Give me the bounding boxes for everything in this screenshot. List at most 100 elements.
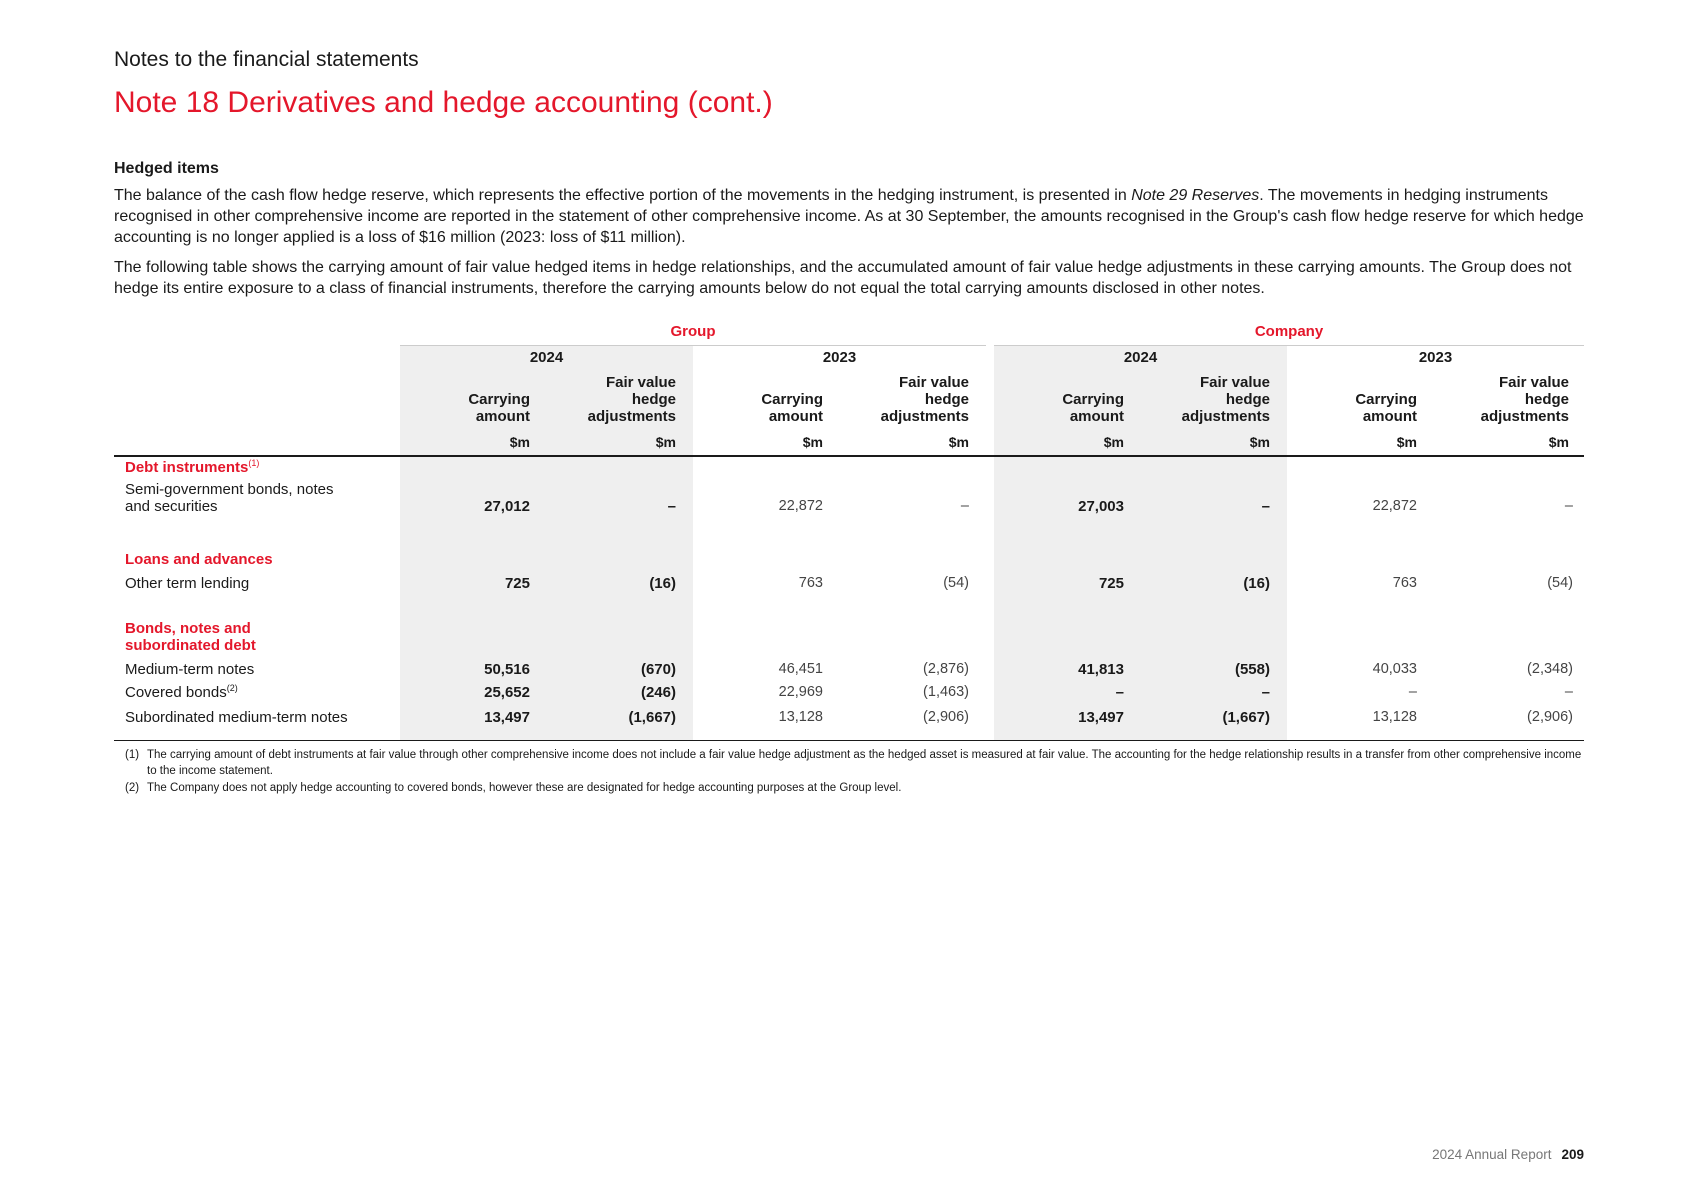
col-label: adjustments bbox=[880, 408, 969, 425]
footnote-marker: (2) bbox=[226, 683, 238, 693]
table-cell: 725 bbox=[1098, 575, 1124, 592]
table-cell: 40,033 bbox=[1372, 661, 1417, 677]
category-label: Debt instruments bbox=[125, 459, 249, 476]
category-loans-advances: Loans and advances bbox=[125, 551, 273, 568]
table-cell: (1,667) bbox=[1222, 709, 1270, 726]
col-label: hedge bbox=[631, 391, 676, 408]
table-cell: 763 bbox=[1392, 575, 1417, 591]
table-cell: (16) bbox=[1243, 575, 1270, 592]
page-number: 209 bbox=[1561, 1147, 1584, 1162]
table-cell: 41,813 bbox=[1078, 661, 1124, 678]
table-cell: (16) bbox=[649, 575, 676, 592]
table-cell: (1,463) bbox=[923, 684, 969, 700]
year-group-2024: 2024 bbox=[529, 349, 564, 366]
table-cell: (54) bbox=[1547, 575, 1573, 591]
unit-label: $m bbox=[802, 434, 823, 450]
unit-label: $m bbox=[1548, 434, 1569, 450]
col-label: adjustments bbox=[1181, 408, 1270, 425]
year-company-2023: 2023 bbox=[1418, 349, 1453, 366]
col-label: adjustments bbox=[587, 408, 676, 425]
footnote-number: (2) bbox=[125, 782, 140, 794]
col-fair-value-adj: Fair value hedge adjustments bbox=[554, 374, 676, 425]
table-cell: 27,003 bbox=[1078, 498, 1124, 515]
unit-label: $m bbox=[1103, 434, 1124, 450]
row-label-covered-bonds: Covered bonds(2) bbox=[125, 683, 238, 702]
paragraph-text: The balance of the cash flow hedge reser… bbox=[114, 187, 1132, 204]
row-label-medium-term-notes: Medium-term notes bbox=[125, 661, 255, 678]
col-label: Carrying bbox=[468, 391, 530, 408]
table-cell: – bbox=[1261, 684, 1270, 701]
table-cell: 46,451 bbox=[778, 661, 823, 677]
table-cell: (670) bbox=[640, 661, 676, 678]
table-cell: 50,516 bbox=[484, 661, 530, 678]
col-carrying-amount: Carrying amount bbox=[414, 391, 530, 425]
unit-label: $m bbox=[948, 434, 969, 450]
table-cell: 22,872 bbox=[1372, 498, 1417, 514]
table-cell: (2,906) bbox=[1527, 709, 1573, 725]
category-bonds-notes: Bonds, notes and subordinated debt bbox=[125, 620, 256, 654]
col-fair-value-adj: Fair value hedge adjustments bbox=[847, 374, 969, 425]
table-cell: 763 bbox=[798, 575, 823, 591]
row-label-semi-government: Semi-government bonds, notes and securiti… bbox=[125, 481, 333, 515]
col-label: amount bbox=[475, 408, 530, 425]
table-cell: – bbox=[667, 498, 676, 515]
row-label-subordinated-notes: Subordinated medium-term notes bbox=[125, 709, 348, 726]
col-carrying-amount: Carrying amount bbox=[707, 391, 823, 425]
category-label: Bonds, notes and bbox=[125, 620, 251, 637]
table-cell: 13,128 bbox=[1372, 709, 1417, 725]
table-cell: (1,667) bbox=[628, 709, 676, 726]
category-label: subordinated debt bbox=[125, 637, 256, 654]
header-rule bbox=[114, 455, 1584, 457]
col-label: hedge bbox=[1524, 391, 1569, 408]
col-label: Fair value bbox=[605, 374, 676, 391]
col-fair-value-adj: Fair value hedge adjustments bbox=[1148, 374, 1270, 425]
group-rule bbox=[400, 345, 986, 346]
col-label: Fair value bbox=[898, 374, 969, 391]
table-cell: (54) bbox=[943, 575, 969, 591]
table-bottom-rule bbox=[114, 740, 1584, 741]
col-label: Fair value bbox=[1199, 374, 1270, 391]
year-group-2023: 2023 bbox=[822, 349, 857, 366]
row-label-line: Covered bonds bbox=[125, 684, 227, 701]
paragraph-text: . The movements in hedging instruments r… bbox=[114, 187, 1584, 246]
footnote-text: The carrying amount of debt instruments … bbox=[147, 749, 1582, 777]
table-cell: 22,969 bbox=[778, 684, 823, 700]
table-cell: 22,872 bbox=[778, 498, 823, 514]
unit-label: $m bbox=[655, 434, 676, 450]
table-cell: (2,906) bbox=[923, 709, 969, 725]
company-rule bbox=[994, 345, 1584, 346]
col-label: Fair value bbox=[1498, 374, 1569, 391]
page-footer: 2024 Annual Report 209 bbox=[1432, 1147, 1584, 1162]
page-title: Note 18 Derivatives and hedge accounting… bbox=[114, 86, 773, 119]
table-cell: 27,012 bbox=[484, 498, 530, 515]
col-label: amount bbox=[1362, 408, 1417, 425]
col-fair-value-adj: Fair value hedge adjustments bbox=[1441, 374, 1569, 425]
footnote-marker: (1) bbox=[248, 458, 260, 468]
footnote-1: (1) The carrying amount of debt instrumen… bbox=[125, 747, 1585, 779]
col-label: hedge bbox=[1225, 391, 1270, 408]
col-label: Carrying bbox=[1062, 391, 1124, 408]
footnote-number: (1) bbox=[125, 749, 140, 761]
col-label: amount bbox=[768, 408, 823, 425]
table-cell: (558) bbox=[1234, 661, 1270, 678]
col-label: Carrying bbox=[1355, 391, 1417, 408]
footnote-text: The Company does not apply hedge account… bbox=[147, 782, 902, 794]
table-cell: – bbox=[960, 498, 969, 514]
row-label-line: Semi-government bonds, notes bbox=[125, 481, 334, 498]
col-carrying-amount: Carrying amount bbox=[1301, 391, 1417, 425]
report-name: 2024 Annual Report bbox=[1432, 1147, 1552, 1162]
year-company-2024: 2024 bbox=[1123, 349, 1158, 366]
unit-label: $m bbox=[1396, 434, 1417, 450]
table-cell: 13,497 bbox=[484, 709, 530, 726]
shade-group-2024 bbox=[400, 346, 693, 741]
col-label: Carrying bbox=[761, 391, 823, 408]
col-label: hedge bbox=[924, 391, 969, 408]
col-label: adjustments bbox=[1480, 408, 1569, 425]
table-cell: 13,497 bbox=[1078, 709, 1124, 726]
group-header: Group bbox=[670, 323, 716, 340]
table-cell: (2,348) bbox=[1527, 661, 1573, 677]
section-label: Notes to the financial statements bbox=[114, 48, 419, 71]
col-carrying-amount: Carrying amount bbox=[1008, 391, 1124, 425]
col-label: amount bbox=[1069, 408, 1124, 425]
shade-company-2024 bbox=[994, 346, 1287, 741]
